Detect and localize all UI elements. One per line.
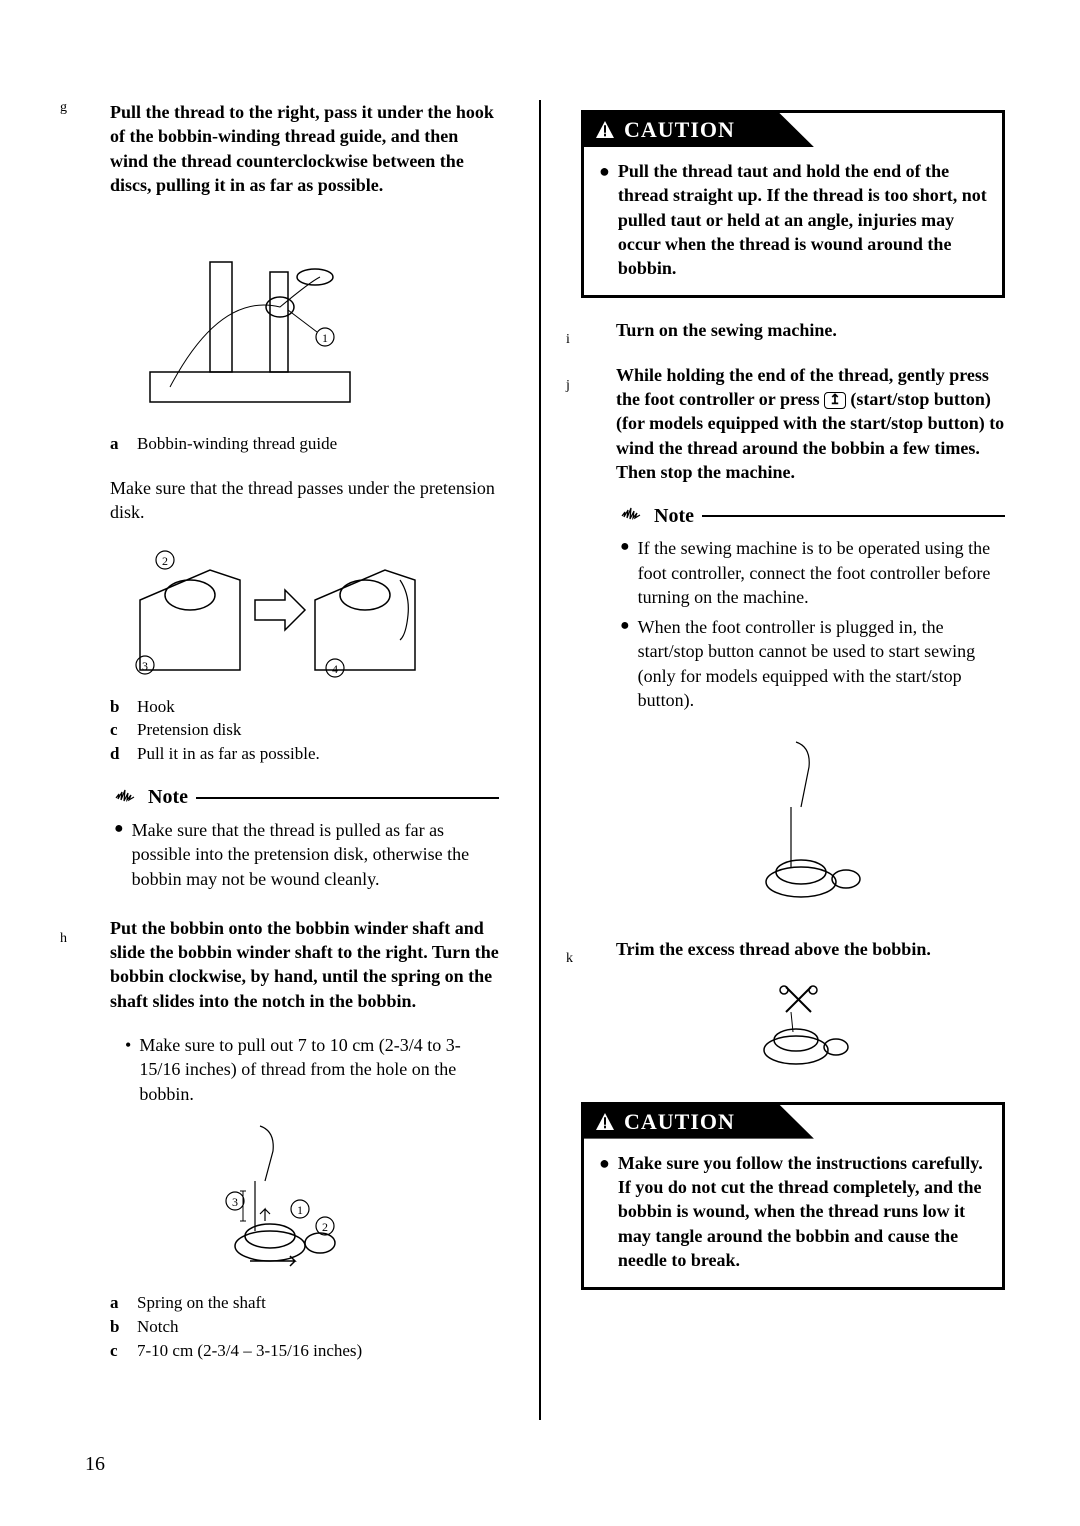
step-h-marker: h [60,931,67,947]
note-2-item-0: If the sewing machine is to be operated … [638,536,1005,609]
illustration-thread-hold [711,737,871,912]
svg-text:1: 1 [297,1203,303,1217]
warning-icon [594,119,616,141]
note-1: Note ●Make sure that the thread is pulle… [110,786,499,891]
step-i-text: Turn on the sewing machine. [616,318,1005,342]
svg-text:3: 3 [232,1195,238,1209]
caption-g-a: Bobbin-winding thread guide [137,432,337,456]
caution-1-text: Pull the thread taut and hold the end of… [618,159,987,280]
caption-h: aSpring on the shaft bNotch c7-10 cm (2-… [110,1291,499,1362]
illustration-bobbin-winder: 3 1 2 [165,1121,365,1276]
caption-h-b: Notch [137,1315,179,1339]
step-h-text: Put the bobbin onto the bobbin winder sh… [110,916,499,1013]
svg-text:3: 3 [142,659,148,673]
step-g-text: Pull the thread to the right, pass it un… [110,100,499,197]
svg-text:1: 1 [322,331,328,345]
caption-g2: bHook cPretension disk dPull it in as fa… [110,695,499,766]
step-j-marker: j [566,378,570,394]
caution-1-title: CAUTION [624,117,735,143]
left-column: g Pull the thread to the right, pass it … [75,100,499,1420]
caption-g: aBobbin-winding thread guide [110,432,499,456]
page-number: 16 [85,1453,105,1476]
caution-2: CAUTION ●Make sure you follow the instru… [581,1102,1005,1290]
step-g-marker: g [60,100,67,116]
sub-h: • Make sure to pull out 7 to 10 cm (2-3/… [125,1033,499,1106]
step-k-text: Trim the excess thread above the bobbin. [616,937,1005,961]
step-i-marker: i [566,332,570,348]
caution-2-title: CAUTION [624,1109,735,1135]
step-j-text: While holding the end of the thread, gen… [616,363,1005,484]
svg-text:4: 4 [332,662,338,676]
note-1-title: Note [148,786,188,809]
note-divider [196,797,499,799]
caption-h-a: Spring on the shaft [137,1291,266,1315]
svg-text:2: 2 [322,1220,328,1234]
page-content: g Pull the thread to the right, pass it … [75,100,1005,1420]
note-2: Note ●If the sewing machine is to be ope… [616,504,1005,712]
sparkle-icon [110,786,140,810]
sparkle-icon [616,504,646,528]
illustration-trim [731,982,861,1077]
note-2-title: Note [654,505,694,528]
start-stop-icon: ↥ [824,392,846,409]
caption-g2-b: Hook [137,695,175,719]
caution-1: CAUTION ●Pull the thread taut and hold t… [581,110,1005,298]
caption-g2-d: Pull it in as far as possible. [137,742,320,766]
step-k-marker: k [566,951,573,967]
sub-h-text: Make sure to pull out 7 to 10 cm (2-3/4 … [139,1033,499,1106]
illustration-pretension: 2 3 4 [110,540,440,680]
warning-icon [594,1111,616,1133]
illustration-thread-guide: 1 [110,232,390,417]
caption-g2-c: Pretension disk [137,718,241,742]
right-column: CAUTION ●Pull the thread taut and hold t… [581,100,1005,1420]
svg-text:2: 2 [162,554,168,568]
caution-2-text: Make sure you follow the instructions ca… [618,1151,987,1272]
column-divider [539,100,541,1420]
caption-h-c: 7-10 cm (2-3/4 – 3-15/16 inches) [137,1339,362,1363]
note-1-item-0: Make sure that the thread is pulled as f… [132,818,499,891]
note-2-item-1: When the foot controller is plugged in, … [638,615,1005,712]
note-divider [702,515,1005,517]
sub-g-text: Make sure that the thread passes under t… [110,476,499,525]
